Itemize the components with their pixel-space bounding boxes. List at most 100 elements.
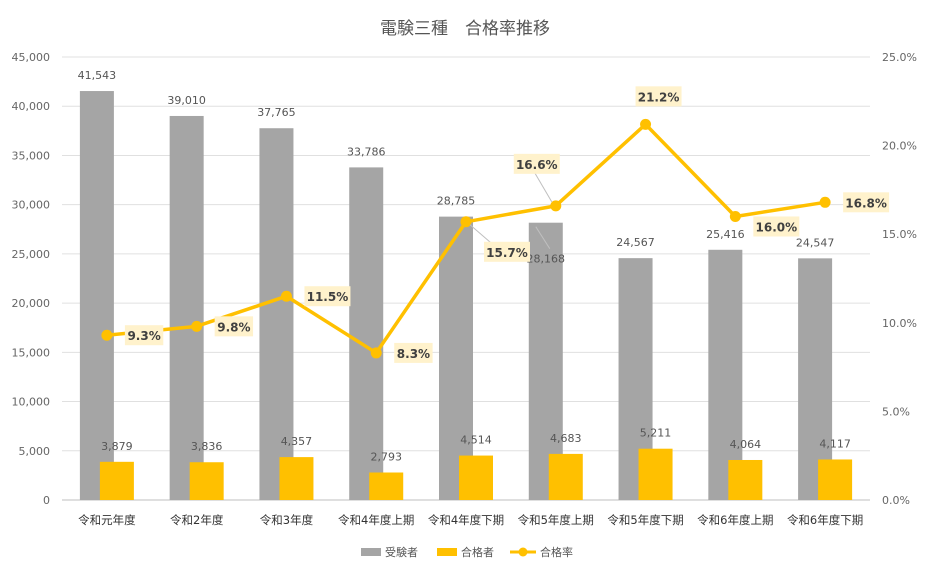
category-label: 令和2年度 [170, 513, 224, 527]
passer-bar [638, 448, 673, 500]
examinee-bar [439, 216, 473, 500]
passer-value-label: 2,793 [370, 451, 402, 464]
rate-value-label: 15.7% [486, 246, 528, 260]
passer-value-label: 4,117 [819, 437, 851, 450]
rate-value-label: 16.0% [756, 220, 798, 234]
legend: 受験者 合格者 合格率 [361, 545, 573, 559]
left-tick-label: 15,000 [12, 346, 51, 359]
legend-label: 合格率 [540, 545, 573, 559]
rate-label-box [394, 342, 433, 363]
rate-point [370, 347, 382, 359]
right-axis: 0.0% 5.0% 10.0% 15.0% 20.0% 25.0% [882, 51, 917, 507]
rate-label-box [843, 192, 890, 213]
examinee-bar [79, 91, 114, 501]
right-tick-label: 10.0% [882, 317, 917, 330]
pass-rate-line: 9.3% 9.8% 11.5% 8.3% 15.7% 16.6% 21.2% 16.0% 16.… [101, 86, 890, 363]
category-labels: 令和元年度 令和2年度 令和3年度 令和4年度上期 令和4年度下期 令和5年度上期 令和5年… [78, 513, 863, 527]
rate-label-box [513, 153, 560, 174]
category-label: 令和3年度 [260, 513, 314, 527]
right-tick-label: 5.0% [882, 405, 910, 418]
rate-point [191, 320, 203, 332]
examinee-bar [708, 249, 743, 500]
rate-value-label: 9.3% [127, 329, 160, 343]
legend-label: 合格者 [461, 545, 494, 559]
left-tick-label: 10,000 [12, 396, 51, 409]
passer-bar [548, 453, 583, 500]
left-tick-label: 25,000 [12, 248, 51, 261]
right-tick-label: 0.0% [882, 494, 910, 507]
rate-label-box [124, 325, 164, 346]
passer-value-label: 3,836 [191, 440, 223, 453]
passer-bar [369, 472, 404, 500]
legend-swatch-passer [437, 548, 457, 556]
category-label: 令和4年度下期 [428, 513, 504, 527]
rate-value-label: 11.5% [307, 290, 349, 304]
passer-bar [279, 457, 314, 500]
legend-swatch-rate-point [518, 547, 528, 557]
examinee-value-label: 28,168 [527, 253, 566, 266]
right-tick-label: 20.0% [882, 140, 917, 153]
rate-point [460, 216, 472, 228]
rate-label-box [635, 86, 682, 107]
chart-title: 電験三種 合格率推移 [380, 19, 550, 39]
examinee-value-label: 37,765 [257, 106, 296, 119]
passer-bar [459, 455, 493, 500]
left-axis: 0 5,000 10,000 15,000 20,000 25,000 30,000 35,0… [12, 51, 51, 507]
passer-bars [99, 448, 853, 500]
examinee-bar [528, 222, 563, 500]
examinee-value-label: 25,416 [706, 228, 745, 241]
examinee-value-label: 39,010 [167, 94, 206, 107]
passer-value-label: 4,514 [460, 434, 492, 447]
rate-point [550, 200, 562, 212]
passer-value-label: 5,211 [640, 427, 672, 440]
rate-point [819, 196, 831, 208]
category-label: 令和5年度上期 [518, 513, 594, 527]
category-label: 令和6年度上期 [697, 513, 773, 527]
passer-value-label: 3,879 [101, 440, 133, 453]
examinee-value-label: 33,786 [347, 145, 386, 158]
rate-label-box [304, 286, 351, 307]
bar-labels: 41,543 3,879 39,010 3,836 37,765 4,357 33,786 2… [78, 69, 851, 463]
examinee-value-label: 41,543 [78, 69, 117, 82]
rate-label-box [214, 316, 254, 337]
rate-point [101, 329, 113, 341]
left-tick-label: 45,000 [12, 51, 51, 64]
examinee-bar [349, 167, 384, 500]
rate-point [280, 290, 292, 302]
rate-label-box [753, 216, 800, 237]
passer-bar [818, 459, 853, 500]
passer-bar [189, 462, 224, 500]
right-tick-label: 15.0% [882, 228, 917, 241]
right-tick-label: 25.0% [882, 51, 917, 64]
examinee-bar [169, 115, 204, 500]
category-label: 令和6年度下期 [787, 513, 863, 527]
examinee-value-label: 24,547 [796, 236, 835, 249]
left-tick-label: 20,000 [12, 297, 51, 310]
category-label: 令和5年度下期 [607, 513, 683, 527]
passer-value-label: 4,357 [281, 435, 313, 448]
examinee-value-label: 28,785 [437, 195, 476, 208]
category-label: 令和元年度 [78, 513, 136, 527]
examinee-value-label: 24,567 [616, 236, 655, 249]
left-tick-label: 40,000 [12, 100, 51, 113]
legend-label: 受験者 [385, 545, 418, 559]
left-tick-label: 0 [43, 494, 50, 507]
passer-value-label: 4,064 [730, 438, 762, 451]
left-tick-label: 30,000 [12, 199, 51, 212]
rate-value-label: 21.2% [638, 90, 680, 104]
left-tick-label: 5,000 [19, 445, 51, 458]
passer-bar [728, 459, 763, 500]
leader-line [469, 224, 493, 245]
rate-value-label: 9.8% [217, 320, 250, 334]
rate-point [729, 210, 741, 222]
examinee-bars [79, 91, 833, 501]
passer-value-label: 4,683 [550, 432, 582, 445]
examinee-bar [259, 128, 294, 500]
rate-value-label: 16.6% [516, 158, 558, 172]
rate-value-label: 8.3% [397, 347, 430, 361]
passer-bar [99, 461, 134, 500]
category-label: 令和4年度上期 [338, 513, 414, 527]
leader-line [534, 172, 553, 203]
rate-point [640, 118, 652, 130]
